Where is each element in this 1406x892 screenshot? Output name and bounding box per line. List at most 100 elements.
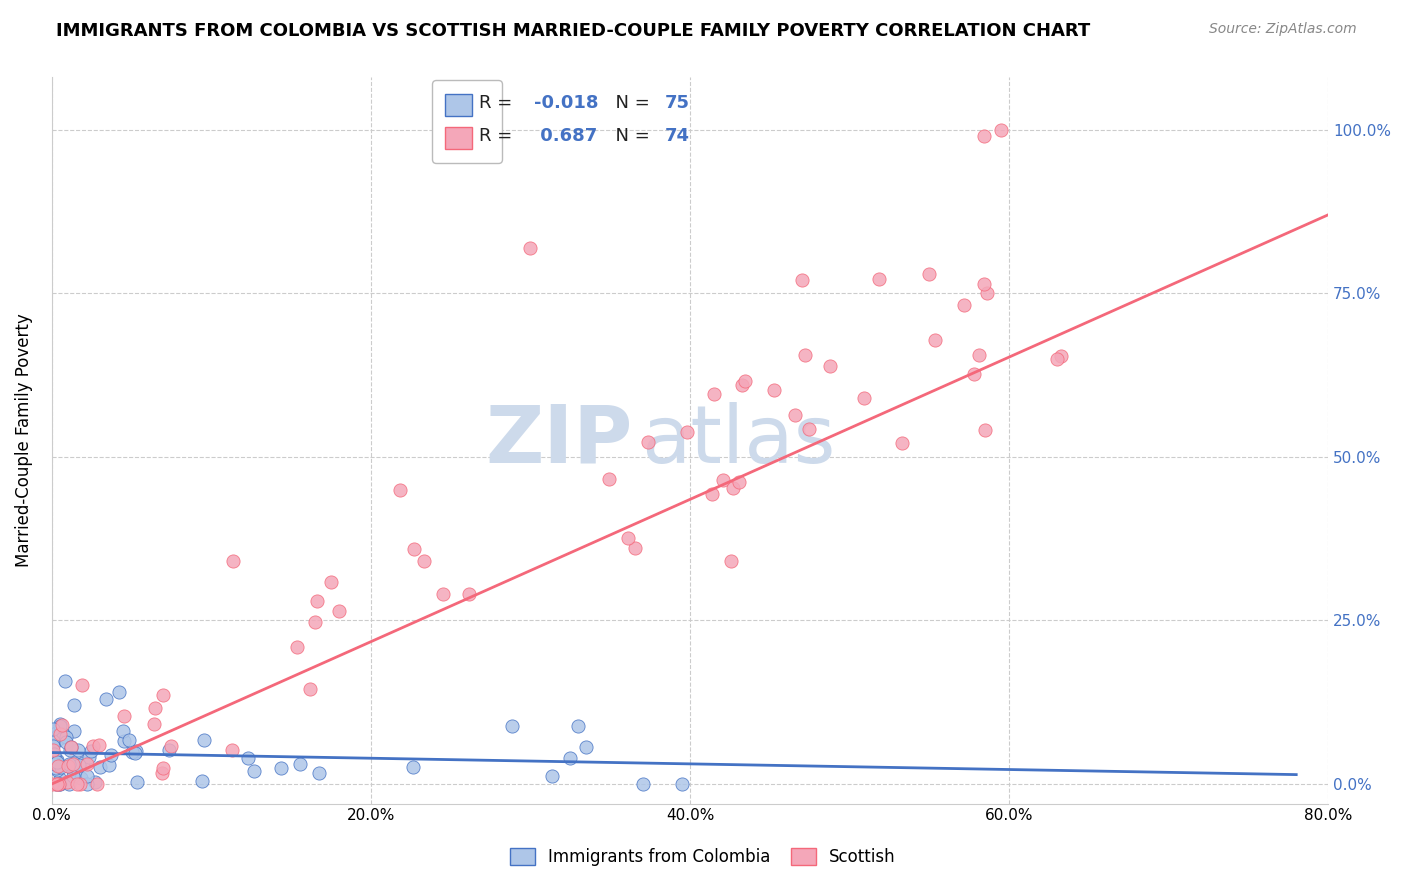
Point: [304, 615, 326, 629]
Legend: , : ,: [432, 80, 502, 162]
Text: N =: N =: [605, 94, 657, 112]
Point: [42, 739, 65, 754]
Text: -0.018: -0.018: [534, 94, 599, 112]
Point: [62, 698, 84, 713]
Point: [976, 286, 998, 301]
Point: [42, 733, 65, 747]
Point: [623, 541, 645, 555]
Point: [288, 756, 311, 771]
Point: [121, 745, 143, 759]
Point: [703, 386, 725, 401]
Point: [973, 277, 995, 292]
Point: [402, 760, 425, 774]
Point: [142, 716, 165, 731]
Point: [87, 738, 110, 752]
Point: [42, 755, 65, 769]
Y-axis label: Married-Couple Family Poverty: Married-Couple Family Poverty: [15, 314, 32, 567]
Point: [62, 765, 84, 780]
Point: [720, 554, 742, 568]
Point: [58, 759, 80, 773]
Point: [308, 765, 330, 780]
Point: [62, 769, 84, 783]
Point: [598, 472, 620, 486]
Point: [41, 777, 63, 791]
Point: [152, 688, 174, 702]
Point: [388, 483, 411, 497]
Point: [63, 756, 86, 770]
Point: [76, 769, 98, 783]
Point: [973, 129, 995, 144]
Point: [112, 733, 135, 747]
Point: [46, 763, 69, 777]
Point: [918, 267, 941, 281]
Point: [191, 773, 214, 788]
Point: [1046, 351, 1069, 366]
Point: [72, 756, 94, 770]
Point: [519, 241, 541, 255]
Point: [285, 640, 308, 654]
Point: [458, 587, 481, 601]
Point: [76, 757, 98, 772]
Point: [41, 722, 63, 736]
Point: [70, 772, 93, 786]
Point: [124, 744, 146, 758]
Point: [55, 735, 77, 749]
Point: [127, 775, 149, 789]
Point: [58, 743, 80, 757]
Point: [541, 768, 564, 782]
Point: [94, 692, 117, 706]
Point: [118, 733, 141, 747]
Point: [56, 775, 79, 789]
Point: [44, 756, 66, 771]
Point: [868, 272, 890, 286]
Point: [402, 542, 425, 557]
Point: [45, 725, 67, 739]
Point: [221, 743, 243, 757]
Point: [86, 777, 108, 791]
Point: [298, 681, 321, 696]
Point: [49, 777, 72, 791]
Point: [728, 475, 751, 489]
Point: [157, 743, 180, 757]
Point: [631, 777, 654, 791]
Point: [243, 764, 266, 778]
Text: ZIP: ZIP: [485, 401, 633, 480]
Point: [711, 473, 734, 487]
Point: [76, 777, 98, 791]
Point: [42, 743, 65, 757]
Text: IMMIGRANTS FROM COLOMBIA VS SCOTTISH MARRIED-COUPLE FAMILY POVERTY CORRELATION C: IMMIGRANTS FROM COLOMBIA VS SCOTTISH MAR…: [56, 22, 1091, 40]
Point: [990, 122, 1012, 136]
Point: [891, 435, 914, 450]
Point: [49, 719, 72, 733]
Point: [924, 333, 946, 347]
Point: [730, 378, 752, 392]
Point: [238, 750, 260, 764]
Point: [160, 739, 183, 753]
Point: [967, 348, 990, 362]
Point: [432, 587, 454, 601]
Point: [143, 700, 166, 714]
Point: [790, 273, 813, 287]
Point: [56, 759, 79, 773]
Point: [152, 760, 174, 774]
Point: [63, 760, 86, 774]
Point: [45, 777, 67, 791]
Point: [67, 758, 90, 772]
Point: [974, 423, 997, 437]
Point: [671, 777, 693, 791]
Text: R =: R =: [479, 94, 519, 112]
Point: [83, 774, 105, 789]
Point: [49, 727, 72, 741]
Point: [723, 481, 745, 495]
Point: [44, 752, 66, 766]
Point: [66, 743, 89, 757]
Text: atlas: atlas: [641, 401, 835, 480]
Point: [1050, 349, 1073, 363]
Text: 0.687: 0.687: [534, 127, 598, 145]
Point: [763, 383, 786, 397]
Point: [501, 719, 523, 733]
Point: [100, 748, 122, 763]
Point: [124, 746, 146, 760]
Point: [98, 757, 121, 772]
Point: [575, 739, 598, 754]
